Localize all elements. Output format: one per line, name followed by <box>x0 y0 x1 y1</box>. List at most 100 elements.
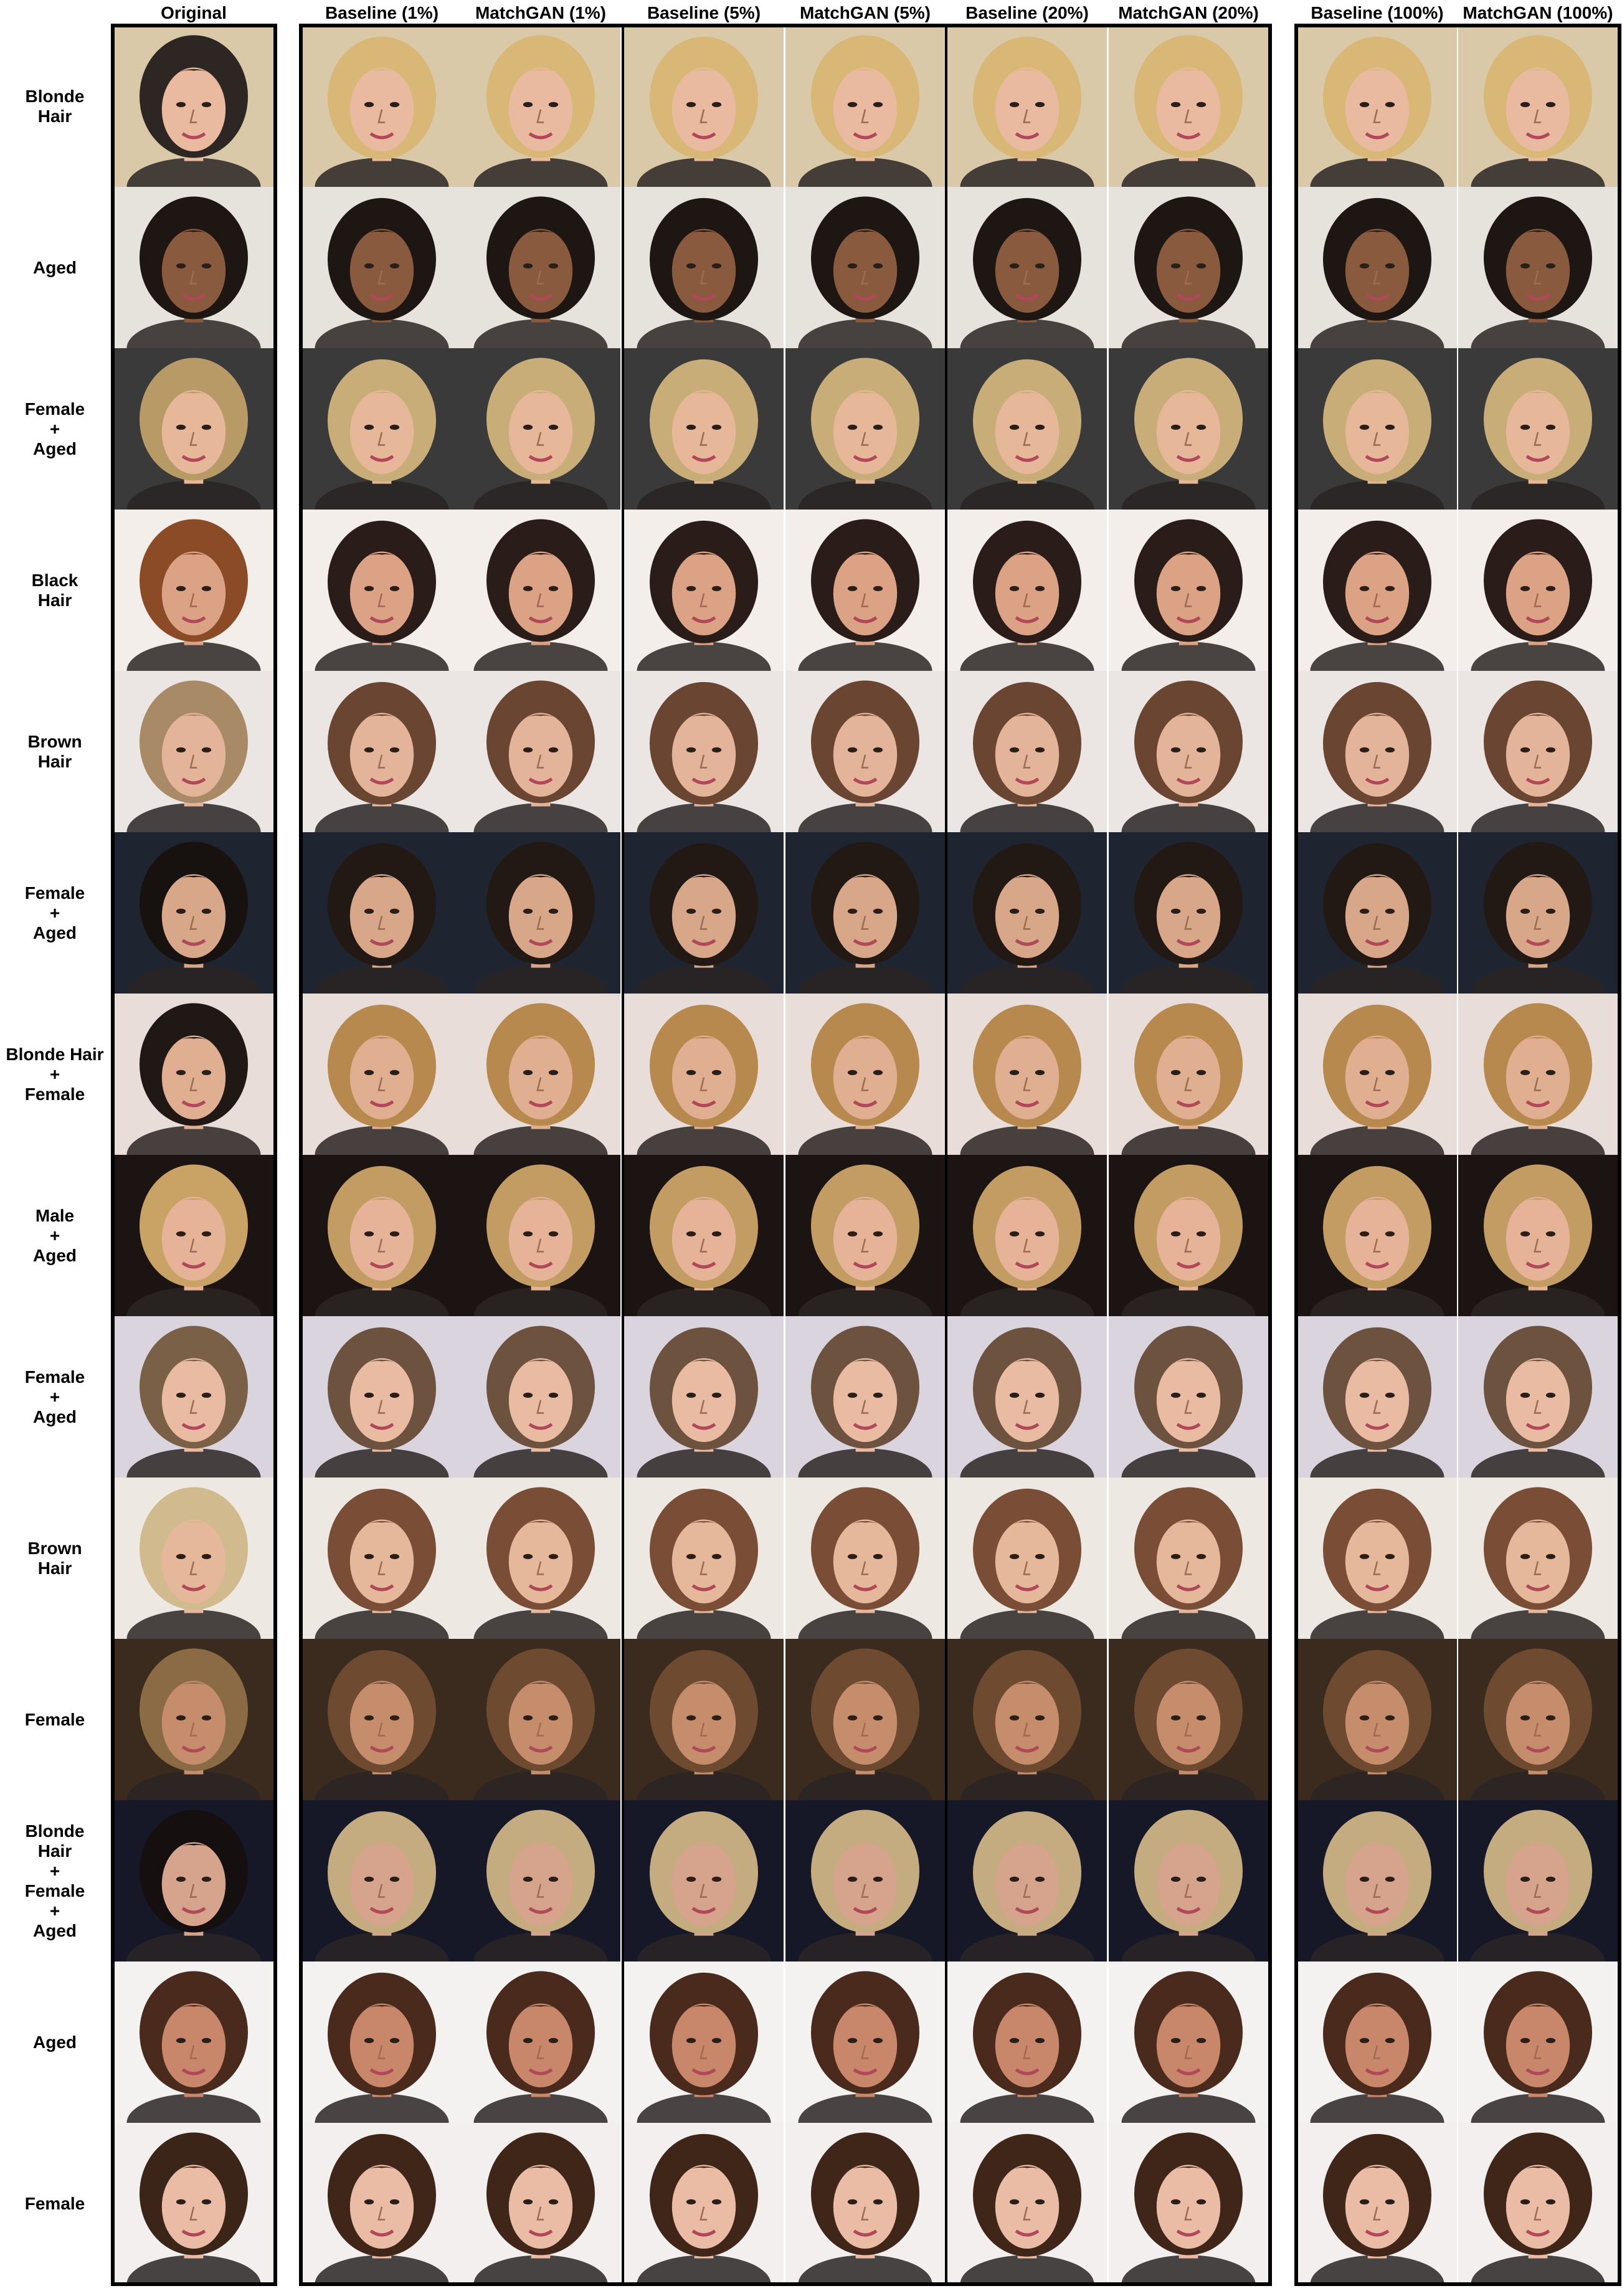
result-image-3-8 <box>1458 510 1618 671</box>
result-image-8-2 <box>461 1316 620 1478</box>
face-photo-8-3 <box>624 1316 784 1478</box>
face-photo-13-3 <box>624 2123 784 2284</box>
face-photo-4-1 <box>302 671 462 832</box>
result-image-10-2 <box>461 1639 620 1800</box>
face-photo-10-7 <box>1297 1639 1457 1800</box>
result-image-11-1 <box>302 1800 462 1962</box>
result-image-4-3 <box>624 671 784 832</box>
face-photo-13-2 <box>461 2123 620 2284</box>
face-photo-8-6 <box>1109 1316 1268 1478</box>
face-photo-10-5 <box>947 1639 1107 1800</box>
face-photo-0-4 <box>785 26 945 187</box>
result-image-2-7 <box>1297 348 1457 510</box>
result-image-0-2 <box>461 26 620 187</box>
result-image-2-2 <box>461 348 620 510</box>
face-photo-6-6 <box>1109 994 1268 1155</box>
face-photo-12-5 <box>947 1962 1107 2123</box>
result-image-5-4 <box>785 832 945 994</box>
original-image-6-0 <box>114 994 273 1155</box>
face-photo-2-8 <box>1458 348 1618 510</box>
result-image-3-5 <box>947 510 1107 671</box>
face-photo-9-4 <box>785 1478 945 1639</box>
original-image-13-0 <box>114 2123 273 2284</box>
result-image-4-8 <box>1458 671 1618 832</box>
result-image-12-2 <box>461 1962 620 2123</box>
result-image-11-3 <box>624 1800 784 1962</box>
result-image-7-1 <box>302 1155 462 1316</box>
original-image-5-0 <box>114 832 273 994</box>
row-label-9: Brown Hair <box>27 1538 82 1578</box>
face-photo-8-7 <box>1297 1316 1457 1478</box>
result-image-7-3 <box>624 1155 784 1316</box>
result-image-6-7 <box>1297 994 1457 1155</box>
result-image-8-4 <box>785 1316 945 1478</box>
face-photo-7-2 <box>461 1155 620 1316</box>
face-photo-9-6 <box>1109 1478 1268 1639</box>
result-image-0-4 <box>785 26 945 187</box>
face-photo-1-3 <box>624 187 784 348</box>
result-image-7-6 <box>1109 1155 1268 1316</box>
column-header-7: Baseline (100%) <box>1311 3 1444 22</box>
result-image-9-6 <box>1109 1478 1268 1639</box>
result-image-6-2 <box>461 994 620 1155</box>
result-image-1-6 <box>1109 187 1268 348</box>
face-photo-8-4 <box>785 1316 945 1478</box>
column-header-8: MatchGAN (100%) <box>1463 3 1613 22</box>
face-photo-5-8 <box>1458 832 1618 994</box>
result-image-8-3 <box>624 1316 784 1478</box>
result-image-9-2 <box>461 1478 620 1639</box>
result-image-10-6 <box>1109 1639 1268 1800</box>
result-image-12-4 <box>785 1962 945 2123</box>
result-image-5-5 <box>947 832 1107 994</box>
face-photo-4-0 <box>114 671 273 832</box>
face-photo-7-3 <box>624 1155 784 1316</box>
result-image-12-6 <box>1109 1962 1268 2123</box>
face-photo-13-1 <box>302 2123 462 2284</box>
result-image-13-8 <box>1458 2123 1618 2284</box>
face-photo-0-7 <box>1297 26 1457 187</box>
result-image-2-8 <box>1458 348 1618 510</box>
result-image-4-1 <box>302 671 462 832</box>
result-image-9-8 <box>1458 1478 1618 1639</box>
result-image-8-6 <box>1109 1316 1268 1478</box>
face-photo-3-7 <box>1297 510 1457 671</box>
result-image-4-6 <box>1109 671 1268 832</box>
result-image-11-7 <box>1297 1800 1457 1962</box>
result-image-0-7 <box>1297 26 1457 187</box>
result-image-0-6 <box>1109 26 1268 187</box>
result-image-12-7 <box>1297 1962 1457 2123</box>
face-photo-12-6 <box>1109 1962 1268 2123</box>
result-image-12-1 <box>302 1962 462 2123</box>
column-header-4: MatchGAN (5%) <box>799 3 931 22</box>
result-image-8-5 <box>947 1316 1107 1478</box>
face-photo-5-6 <box>1109 832 1268 994</box>
face-photo-13-0 <box>114 2123 273 2284</box>
face-photo-6-1 <box>302 994 462 1155</box>
face-photo-0-2 <box>461 26 620 187</box>
face-photo-11-2 <box>461 1800 620 1962</box>
face-photo-7-0 <box>114 1155 273 1316</box>
result-image-2-6 <box>1109 348 1268 510</box>
face-photo-7-1 <box>302 1155 462 1316</box>
original-image-11-0 <box>114 1800 273 1962</box>
original-image-10-0 <box>114 1639 273 1800</box>
face-photo-4-8 <box>1458 671 1618 832</box>
face-photo-11-5 <box>947 1800 1107 1962</box>
face-photo-9-5 <box>947 1478 1107 1639</box>
result-image-5-6 <box>1109 832 1268 994</box>
face-photo-11-6 <box>1109 1800 1268 1962</box>
result-image-10-4 <box>785 1639 945 1800</box>
face-photo-2-4 <box>785 348 945 510</box>
face-photo-8-2 <box>461 1316 620 1478</box>
result-image-13-4 <box>785 2123 945 2284</box>
face-photo-10-3 <box>624 1639 784 1800</box>
face-photo-13-6 <box>1109 2123 1268 2284</box>
face-photo-1-7 <box>1297 187 1457 348</box>
face-photo-10-6 <box>1109 1639 1268 1800</box>
panel-frame-2 <box>1294 24 1621 2286</box>
original-image-2-0 <box>114 348 273 510</box>
face-photo-1-2 <box>461 187 620 348</box>
face-photo-7-4 <box>785 1155 945 1316</box>
result-image-7-4 <box>785 1155 945 1316</box>
face-photo-7-8 <box>1458 1155 1618 1316</box>
